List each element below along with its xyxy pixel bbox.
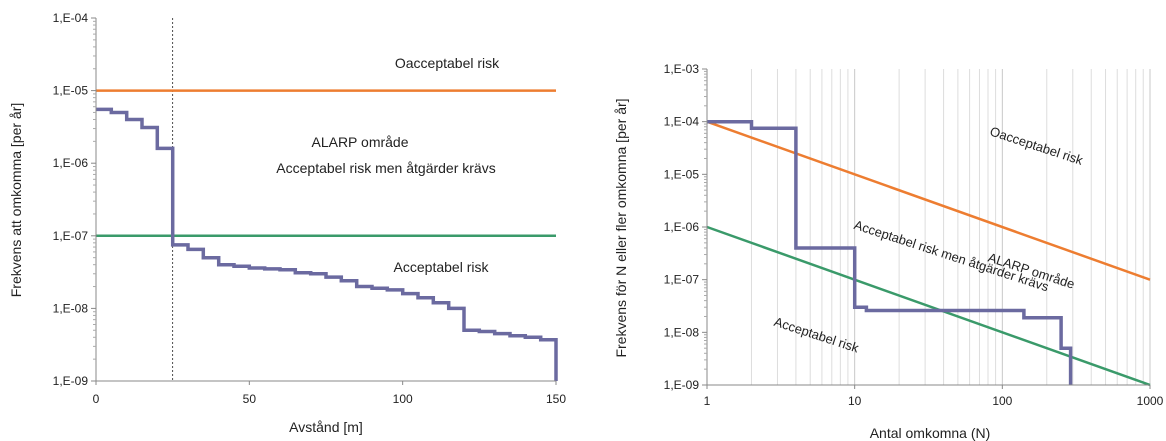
y-tick-label: 1,E-09 <box>664 378 700 392</box>
series-risk <box>707 119 1073 385</box>
plot-area <box>707 69 1150 385</box>
axes <box>91 17 557 385</box>
x-axis-label: Avstånd [m] <box>289 419 363 435</box>
y-tick-label: 1,E-08 <box>53 301 89 315</box>
series-group <box>96 18 558 381</box>
gridlines <box>750 69 1151 385</box>
y-tick-label: 1,E-05 <box>664 167 700 181</box>
y-tick-label: 1,E-04 <box>664 115 700 129</box>
series-lower-limit <box>706 225 1151 387</box>
tick-labels: 1,E-09 1,E-08 1,E-07 1,E-06 1,E-05 1,E-04 0 50 1… <box>53 11 567 406</box>
plot-area <box>96 18 556 381</box>
x-axis-label: Antal omkomna (N) <box>870 425 991 441</box>
annotation-acceptable: Acceptabel risk <box>394 259 490 275</box>
y-tick-label: 1,E-06 <box>664 220 700 234</box>
chart-fn-curve: 1,E-09 1,E-08 1,E-07 1,E-06 1,E-05 1,E-04 1,E-… <box>613 62 1164 441</box>
x-tick-label: 0 <box>93 392 100 406</box>
y-axis-label: Frekvens att omkomma [per år] <box>8 103 24 298</box>
y-tick-label: 1,E-05 <box>53 84 89 98</box>
annotation-alarp: ALARP område <box>311 134 408 150</box>
y-tick-label: 1,E-06 <box>53 156 89 170</box>
y-tick-label: 1,E-07 <box>664 273 700 287</box>
tick-labels: 1,E-09 1,E-08 1,E-07 1,E-06 1,E-05 1,E-04 1,E-… <box>664 62 1164 408</box>
axes <box>702 68 1151 389</box>
y-tick-label: 1,E-09 <box>53 374 89 388</box>
y-tick-label: 1,E-07 <box>53 229 89 243</box>
x-tick-label: 10 <box>848 394 862 408</box>
annotation-alarp-sub: Acceptabel risk men åtgärder krävs <box>276 160 495 176</box>
y-axis-label: Frekvens för N eller fler omkomna [per å… <box>613 98 629 357</box>
annotation-unacceptable: Oacceptabel risk <box>395 55 500 71</box>
y-tick-label: 1,E-03 <box>664 62 700 76</box>
chart-distance-risk: 1,E-09 1,E-08 1,E-07 1,E-06 1,E-05 1,E-04 0 50 1… <box>8 11 566 435</box>
series-risk <box>96 107 558 381</box>
x-tick-label: 100 <box>393 392 413 406</box>
x-tick-label: 50 <box>243 392 257 406</box>
x-tick-label: 100 <box>992 394 1012 408</box>
x-tick-label: 1 <box>704 394 711 408</box>
series-group <box>706 119 1151 387</box>
y-tick-label: 1,E-08 <box>664 325 700 339</box>
y-tick-label: 1,E-04 <box>53 11 89 25</box>
x-tick-label: 1000 <box>1137 394 1164 408</box>
series-upper-limit <box>706 120 1151 281</box>
x-tick-label: 150 <box>546 392 566 406</box>
